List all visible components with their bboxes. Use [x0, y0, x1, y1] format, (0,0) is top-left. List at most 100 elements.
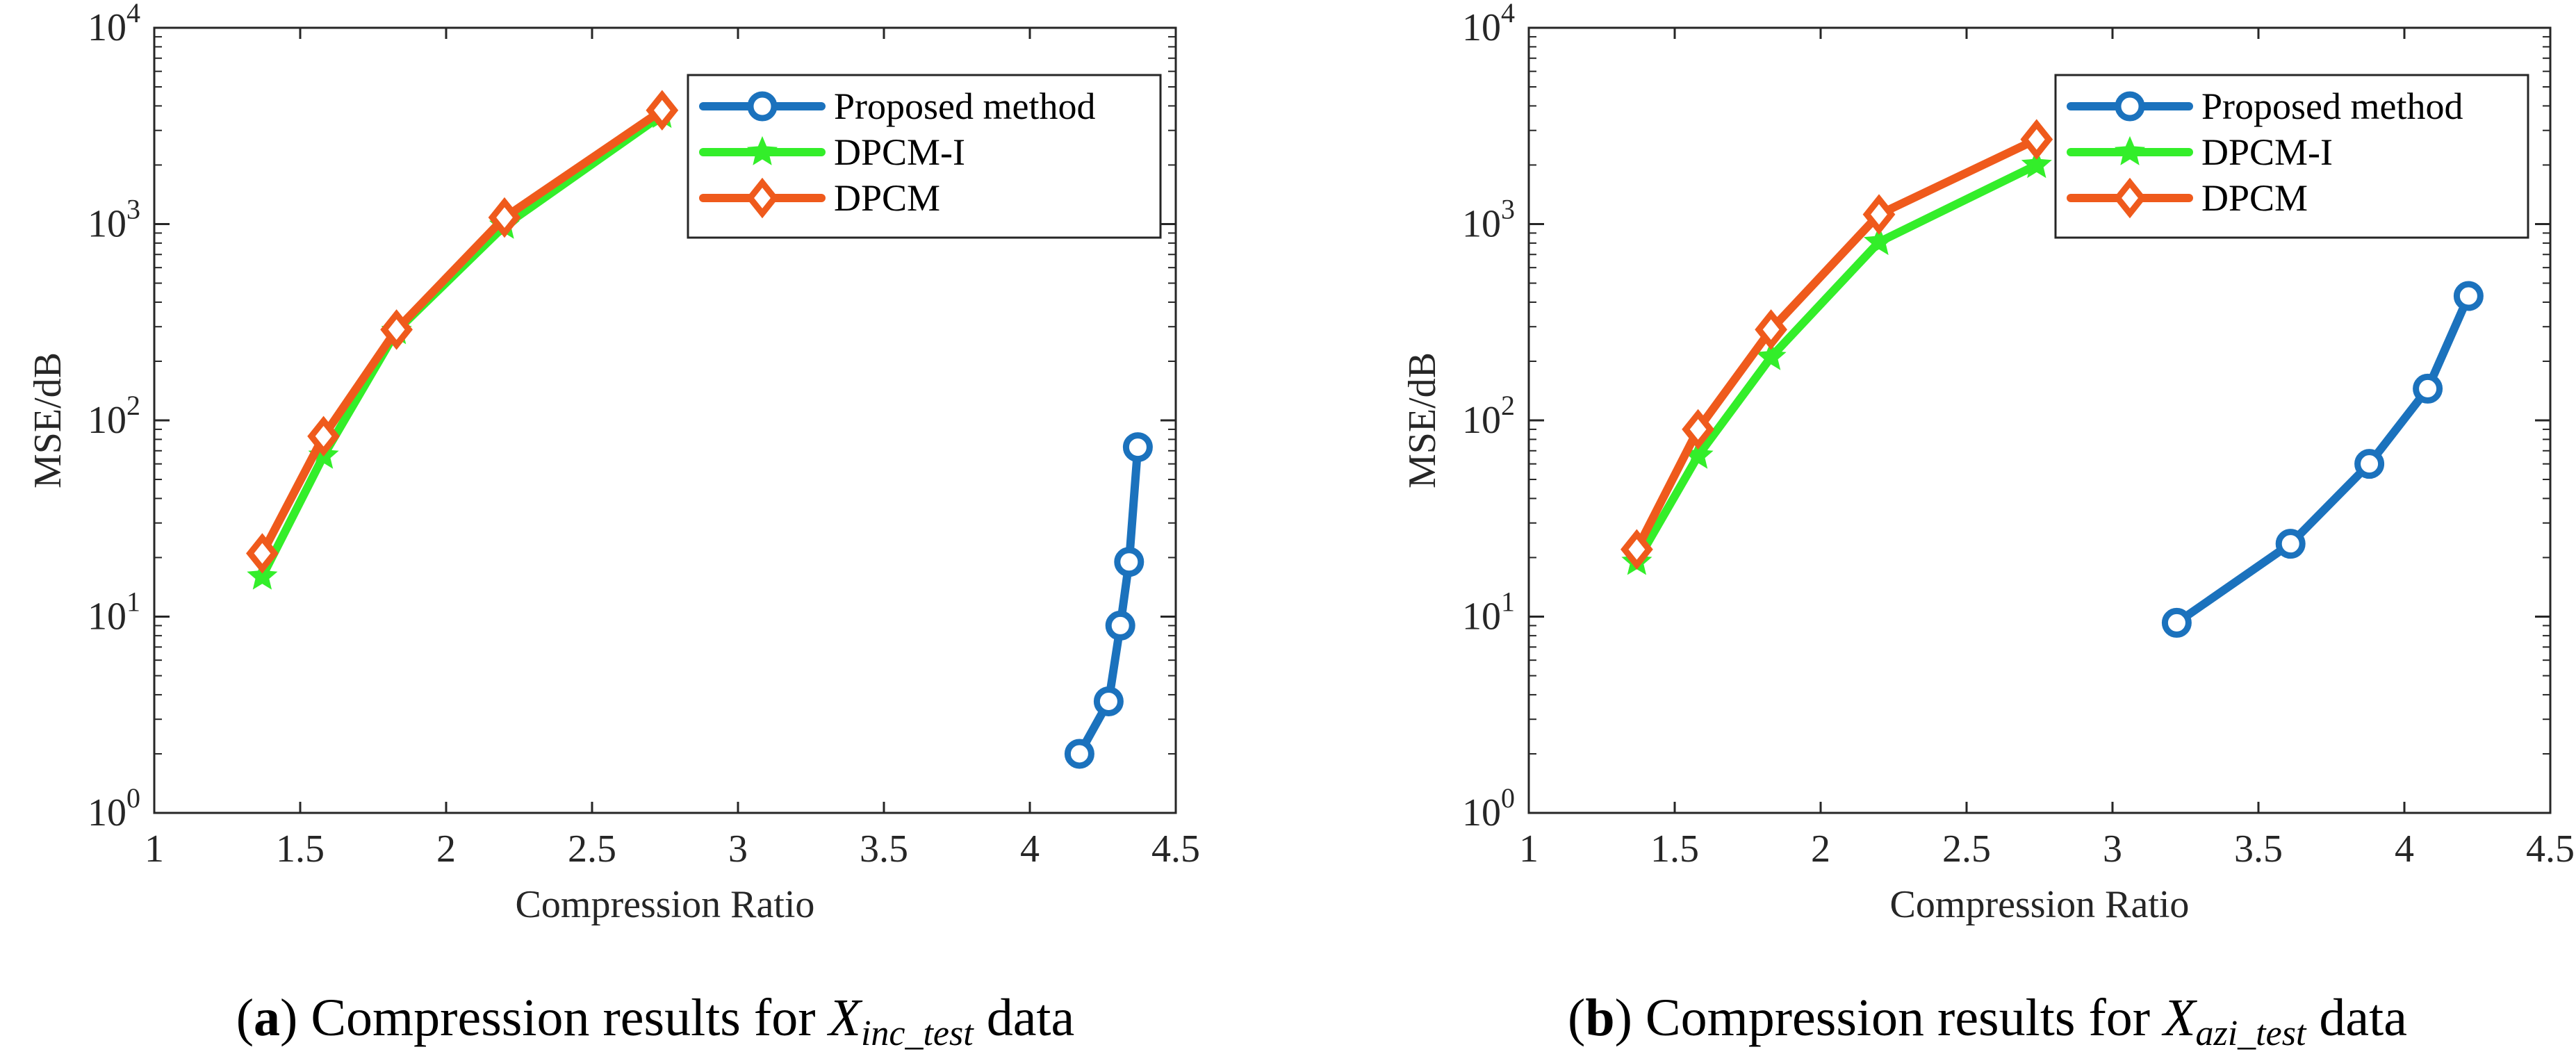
- data-point-circle: [2453, 281, 2484, 311]
- y-tick-exponent: 1: [1501, 586, 1515, 618]
- series-line-1: [258, 110, 666, 581]
- chart-panel-b: 1 1.5 2 2.5 3 3.5 4 4.5100101102103104Compressi…: [1401, 0, 2575, 1053]
- y-tick-exponent: 4: [126, 0, 140, 28]
- legend-marker-star: [2114, 135, 2146, 165]
- caption-text: ) Compression results for: [280, 989, 828, 1047]
- data-point-circle: [1105, 610, 1135, 641]
- y-axis-label: MSE/dB: [26, 352, 69, 488]
- x-tick-label: 1: [145, 827, 164, 871]
- y-tick-label: 101: [1462, 586, 1515, 639]
- caption-subscript: inc_test: [861, 1014, 974, 1053]
- data-point-diamond: [246, 533, 279, 574]
- data-point-star: [1755, 340, 1787, 370]
- series-line-2: [258, 106, 666, 558]
- y-axis-label: MSE/dB: [1401, 352, 1444, 488]
- caption-panel-label: b: [1585, 989, 1614, 1047]
- caption: (b) Compression results for Xazi_test da…: [1568, 989, 2407, 1053]
- data-point-diamond: [1862, 194, 1896, 235]
- x-tick-label: 1.5: [1650, 827, 1699, 871]
- legend-label: Proposed method: [2201, 85, 2463, 127]
- legend-marker-circle: [2115, 91, 2145, 122]
- x-tick-label: 1: [1519, 827, 1539, 871]
- y-tick-label: 104: [1462, 0, 1515, 49]
- y-tick-base: 10: [1462, 6, 1501, 49]
- caption-suffix: data: [2306, 989, 2407, 1047]
- x-tick-label: 1.5: [276, 827, 325, 871]
- y-tick-exponent: 4: [1501, 0, 1515, 28]
- y-tick-exponent: 1: [126, 586, 140, 618]
- y-tick-label: 102: [88, 390, 140, 442]
- data-point-circle: [1114, 547, 1145, 577]
- data-point-diamond: [1621, 529, 1653, 570]
- legend-label: DPCM: [2201, 177, 2308, 219]
- x-axis-label: Compression Ratio: [516, 883, 815, 926]
- legend-marker-star: [746, 135, 778, 165]
- y-tick-base: 10: [88, 791, 126, 834]
- chart-panel-a: 1 1.5 2 2.5 3 3.5 4 4.5100101102103104Compressi…: [26, 0, 1200, 1053]
- data-point-star: [247, 560, 278, 590]
- x-tick-label: 4: [2395, 827, 2414, 871]
- data-point-circle: [2161, 607, 2192, 638]
- y-tick-exponent: 0: [126, 782, 140, 814]
- y-tick-exponent: 2: [1501, 390, 1515, 421]
- caption: (a) Compression results for Xinc_test da…: [236, 989, 1075, 1053]
- data-point-diamond: [307, 415, 340, 457]
- x-tick-label: 3.5: [860, 827, 908, 871]
- x-tick-label: 2: [436, 827, 456, 871]
- series-line-2: [1632, 135, 2041, 554]
- data-point-diamond: [1755, 309, 1787, 350]
- y-tick-exponent: 2: [126, 390, 140, 421]
- legend-label: Proposed method: [834, 85, 1095, 127]
- y-tick-base: 10: [1462, 203, 1501, 246]
- caption-suffix: data: [974, 989, 1075, 1047]
- caption-paren: (: [1568, 989, 1585, 1047]
- data-point-circle: [1064, 739, 1094, 769]
- caption-paren: (: [236, 989, 254, 1047]
- data-point-circle: [2354, 449, 2385, 479]
- data-point-diamond: [380, 309, 413, 350]
- data-point-diamond: [1682, 409, 1714, 450]
- y-tick-base: 10: [1462, 595, 1501, 639]
- y-tick-base: 10: [88, 595, 126, 639]
- y-tick-exponent: 3: [1501, 194, 1515, 225]
- caption-subscript: azi_test: [2196, 1014, 2307, 1053]
- legend-label: DPCM: [834, 177, 940, 219]
- y-tick-base: 10: [88, 6, 126, 49]
- y-tick-label: 101: [88, 586, 140, 639]
- y-tick-label: 102: [1462, 390, 1515, 442]
- series-line-0: [2172, 292, 2473, 627]
- legend-marker-circle: [747, 91, 778, 122]
- caption-text: ) Compression results for: [1615, 989, 2163, 1047]
- data-point-diamond: [488, 197, 521, 238]
- y-tick-base: 10: [88, 399, 126, 442]
- y-tick-base: 10: [1462, 791, 1501, 834]
- y-tick-exponent: 0: [1501, 782, 1515, 814]
- x-tick-label: 3: [728, 827, 748, 871]
- data-point-circle: [1093, 686, 1124, 716]
- x-tick-label: 2.5: [568, 827, 616, 871]
- caption-variable: X: [827, 989, 863, 1047]
- x-tick-label: 4.5: [2526, 827, 2575, 871]
- y-tick-label: 104: [88, 0, 140, 49]
- y-tick-label: 103: [1462, 194, 1515, 246]
- x-tick-label: 3.5: [2234, 827, 2283, 871]
- legend-label: DPCM-I: [834, 131, 965, 173]
- y-tick-exponent: 3: [126, 194, 140, 225]
- data-point-circle: [2275, 529, 2306, 559]
- data-point-diamond: [646, 90, 679, 131]
- y-tick-base: 10: [88, 203, 126, 246]
- legend-label: DPCM-I: [2201, 131, 2333, 173]
- y-tick-label: 100: [1462, 782, 1515, 834]
- y-tick-base: 10: [1462, 399, 1501, 442]
- data-point-diamond: [2020, 119, 2053, 160]
- data-point-circle: [1122, 432, 1153, 463]
- x-axis-label: Compression Ratio: [1890, 883, 2190, 926]
- y-tick-label: 103: [88, 194, 140, 246]
- x-tick-label: 2.5: [1942, 827, 1991, 871]
- caption-panel-label: a: [254, 989, 280, 1047]
- x-tick-label: 3: [2103, 827, 2122, 871]
- data-point-star: [2021, 149, 2052, 179]
